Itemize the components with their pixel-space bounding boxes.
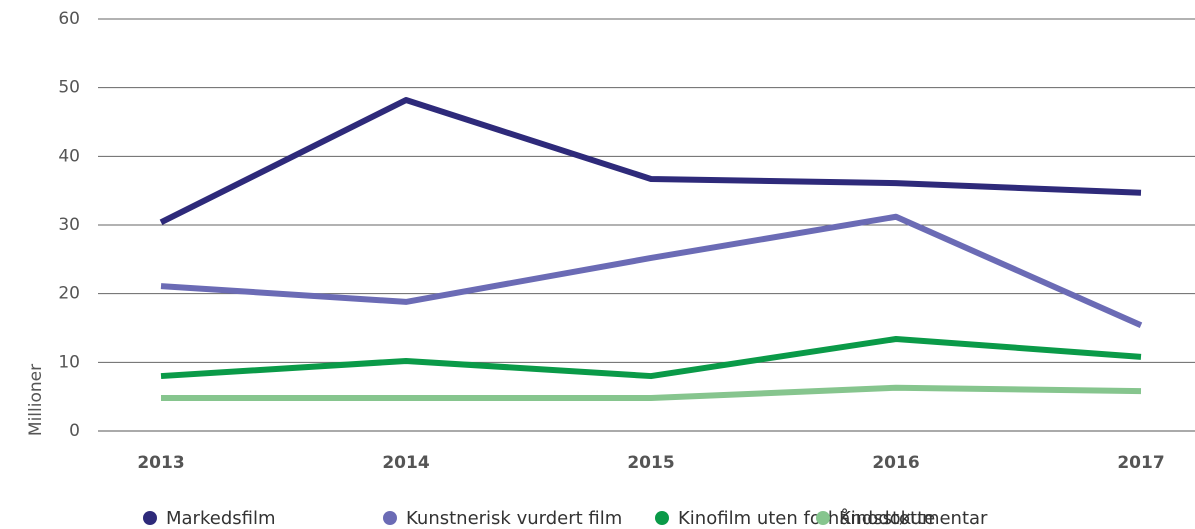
y-tick-label: 60 — [58, 9, 80, 29]
line-series — [160, 335, 1142, 380]
x-tick-label: 2017 — [1117, 453, 1164, 473]
y-tick-label: 50 — [58, 78, 80, 98]
legend-marker — [383, 511, 397, 525]
y-tick-label: 20 — [58, 284, 80, 304]
legend-label: Kunstnerisk vurdert film — [406, 508, 622, 529]
line-series — [161, 384, 1142, 402]
legend-marker — [816, 511, 830, 525]
y-axis-label: Millioner — [26, 364, 46, 436]
legend-label: Markedsfilm — [166, 508, 276, 529]
y-tick-label: 10 — [58, 352, 80, 372]
line-series — [159, 97, 1142, 225]
x-tick-label: 2015 — [627, 453, 674, 473]
x-tick-label: 2014 — [382, 453, 429, 473]
x-tick-label: 2013 — [137, 453, 184, 473]
legend-marker — [143, 511, 157, 525]
legend-label: Kinofilm uten forhåndsstøtte — [678, 508, 935, 529]
y-tick-label: 0 — [69, 421, 80, 441]
y-tick-label: 30 — [58, 215, 80, 235]
x-tick-label: 2016 — [872, 453, 919, 473]
line-series — [160, 213, 1143, 328]
y-tick-label: 40 — [58, 146, 80, 166]
legend-label: Kinodokumentar — [839, 508, 988, 529]
legend-marker — [655, 511, 669, 525]
